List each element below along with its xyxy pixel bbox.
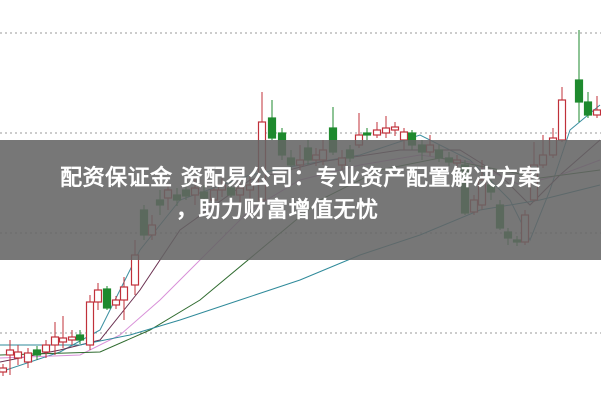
candle-body [41,344,51,353]
candle-body [23,352,33,363]
candle-body [50,336,60,346]
title-line-2: ，助力财富增值无忧 [176,198,379,223]
title-banner [0,140,601,260]
candle-body [399,131,409,141]
candle-up [0,364,8,376]
candle-up [592,96,601,118]
candle-body [557,99,567,141]
article-title: 配资保证金 资配易公司：专业资产配置解决方案 ，助力财富增值无忧 [0,163,601,227]
candle-down [362,128,372,140]
candle-body [67,336,77,341]
candle-body [267,117,277,139]
candle-body [93,289,103,303]
candle-up [23,348,33,368]
candle-up [41,340,51,358]
candle-body [85,301,95,346]
candle-body [75,334,85,341]
candle-body [58,337,68,343]
candle-body [390,126,400,131]
candle-body [111,299,121,306]
candle-up [93,283,103,310]
candle-up [381,116,391,138]
candle-body [583,101,593,116]
candle-body [592,109,601,116]
candle-down [32,346,42,360]
candle-body [13,351,23,359]
candle-up [50,322,60,355]
candle-body [5,349,15,356]
candle-body [32,349,42,356]
candle-up [390,122,400,136]
candle-body [0,367,8,373]
candle-up [58,316,68,348]
title-line-1: 配资保证金 资配易公司：专业资产配置解决方案 [60,166,541,191]
candle-up [67,330,77,345]
candle-down [583,92,593,118]
candle-up [5,340,15,375]
candle-body [381,127,391,134]
candle-up [557,87,567,142]
candle-down [102,286,112,310]
candle-body [372,129,382,136]
candle-body [574,79,584,103]
candle-up [111,296,121,309]
candle-down [75,330,85,344]
candle-down [267,100,277,140]
candle-up [119,277,129,320]
candle-body [102,288,112,309]
candle-up [372,122,382,138]
candle-up [13,345,23,365]
candle-body [362,132,372,136]
candle-down [574,30,584,122]
candle-body [119,286,129,301]
candle-up [85,295,95,350]
